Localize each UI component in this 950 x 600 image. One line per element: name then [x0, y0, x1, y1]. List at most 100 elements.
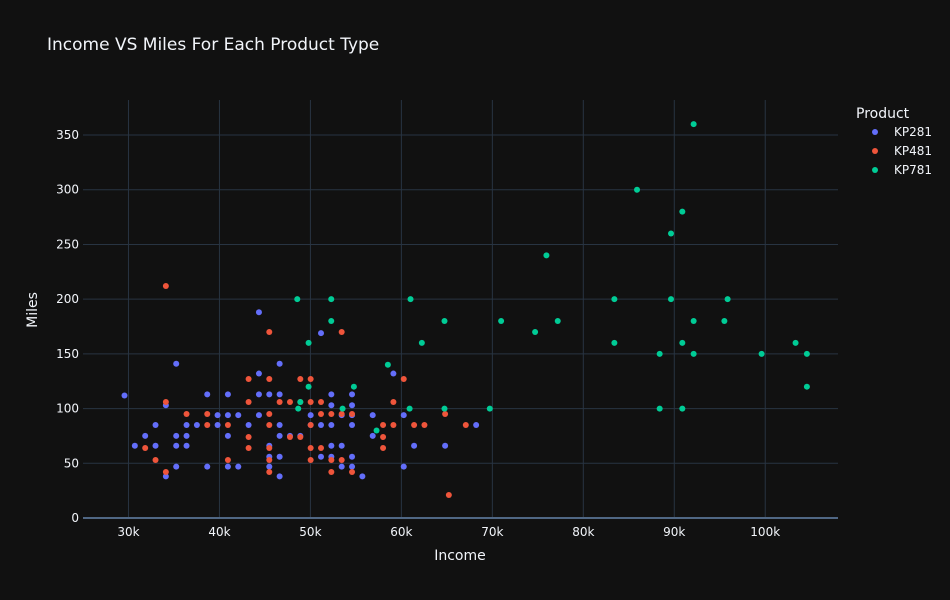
data-point[interactable]: [235, 412, 242, 419]
data-point[interactable]: [400, 463, 407, 470]
data-point[interactable]: [328, 402, 335, 409]
data-point[interactable]: [276, 473, 283, 480]
data-point[interactable]: [183, 432, 190, 439]
data-point[interactable]: [724, 296, 731, 303]
data-point[interactable]: [369, 432, 376, 439]
data-point[interactable]: [224, 463, 231, 470]
data-point[interactable]: [307, 376, 314, 383]
data-point[interactable]: [667, 230, 674, 237]
data-point[interactable]: [266, 457, 273, 464]
data-point[interactable]: [679, 405, 686, 412]
data-point[interactable]: [266, 411, 273, 418]
data-point[interactable]: [224, 412, 231, 419]
data-point[interactable]: [245, 434, 252, 441]
data-point[interactable]: [162, 469, 169, 476]
data-point[interactable]: [611, 296, 618, 303]
data-point[interactable]: [634, 186, 641, 193]
data-point[interactable]: [349, 463, 356, 470]
data-point[interactable]: [690, 121, 697, 128]
data-point[interactable]: [131, 442, 138, 449]
data-point[interactable]: [266, 391, 273, 398]
data-point[interactable]: [380, 421, 387, 428]
data-point[interactable]: [204, 421, 211, 428]
data-point[interactable]: [349, 402, 356, 409]
data-point[interactable]: [255, 309, 262, 316]
data-point[interactable]: [418, 339, 425, 346]
data-point[interactable]: [400, 376, 407, 383]
data-point[interactable]: [183, 411, 190, 418]
data-point[interactable]: [679, 208, 686, 215]
data-point[interactable]: [193, 421, 200, 428]
data-point[interactable]: [679, 339, 686, 346]
data-point[interactable]: [338, 328, 345, 335]
data-point[interactable]: [297, 434, 304, 441]
data-point[interactable]: [486, 405, 493, 412]
legend-item-kp781[interactable]: KP781: [872, 163, 932, 177]
data-point[interactable]: [442, 442, 449, 449]
data-point[interactable]: [384, 361, 391, 368]
data-point[interactable]: [266, 469, 273, 476]
data-point[interactable]: [318, 453, 325, 460]
data-point[interactable]: [214, 421, 221, 428]
data-point[interactable]: [152, 421, 159, 428]
data-point[interactable]: [266, 421, 273, 428]
data-point[interactable]: [286, 399, 293, 406]
data-point[interactable]: [338, 457, 345, 464]
data-point[interactable]: [380, 444, 387, 451]
data-point[interactable]: [255, 391, 262, 398]
data-point[interactable]: [328, 391, 335, 398]
data-point[interactable]: [276, 432, 283, 439]
data-point[interactable]: [183, 442, 190, 449]
data-point[interactable]: [224, 432, 231, 439]
data-point[interactable]: [307, 457, 314, 464]
data-point[interactable]: [305, 383, 312, 390]
data-point[interactable]: [690, 350, 697, 357]
legend-item-kp281[interactable]: KP281: [872, 125, 932, 139]
data-point[interactable]: [338, 442, 345, 449]
data-point[interactable]: [498, 318, 505, 325]
data-point[interactable]: [328, 411, 335, 418]
data-point[interactable]: [162, 399, 169, 406]
data-point[interactable]: [411, 442, 418, 449]
data-point[interactable]: [295, 405, 302, 412]
data-point[interactable]: [803, 350, 810, 357]
data-point[interactable]: [266, 328, 273, 335]
data-point[interactable]: [276, 360, 283, 367]
data-point[interactable]: [224, 457, 231, 464]
data-point[interactable]: [349, 453, 356, 460]
data-point[interactable]: [758, 350, 765, 357]
data-point[interactable]: [407, 296, 414, 303]
data-point[interactable]: [803, 383, 810, 390]
data-point[interactable]: [245, 421, 252, 428]
data-point[interactable]: [554, 318, 561, 325]
data-point[interactable]: [121, 392, 128, 399]
data-point[interactable]: [339, 405, 346, 412]
data-point[interactable]: [307, 421, 314, 428]
data-point[interactable]: [318, 411, 325, 418]
data-point[interactable]: [245, 376, 252, 383]
data-point[interactable]: [369, 412, 376, 419]
data-point[interactable]: [142, 444, 149, 451]
data-point[interactable]: [462, 421, 469, 428]
data-point[interactable]: [307, 399, 314, 406]
data-point[interactable]: [328, 457, 335, 464]
data-point[interactable]: [276, 421, 283, 428]
data-point[interactable]: [390, 421, 397, 428]
data-point[interactable]: [690, 318, 697, 325]
data-point[interactable]: [328, 296, 335, 303]
data-point[interactable]: [349, 421, 356, 428]
data-point[interactable]: [204, 391, 211, 398]
data-point[interactable]: [318, 444, 325, 451]
data-point[interactable]: [390, 399, 397, 406]
data-point[interactable]: [276, 453, 283, 460]
data-point[interactable]: [255, 412, 262, 419]
data-point[interactable]: [421, 421, 428, 428]
data-point[interactable]: [349, 391, 356, 398]
data-point[interactable]: [173, 360, 180, 367]
data-point[interactable]: [276, 399, 283, 406]
data-point[interactable]: [142, 432, 149, 439]
data-point[interactable]: [266, 463, 273, 470]
data-point[interactable]: [276, 391, 283, 398]
data-point[interactable]: [224, 421, 231, 428]
data-point[interactable]: [305, 339, 312, 346]
